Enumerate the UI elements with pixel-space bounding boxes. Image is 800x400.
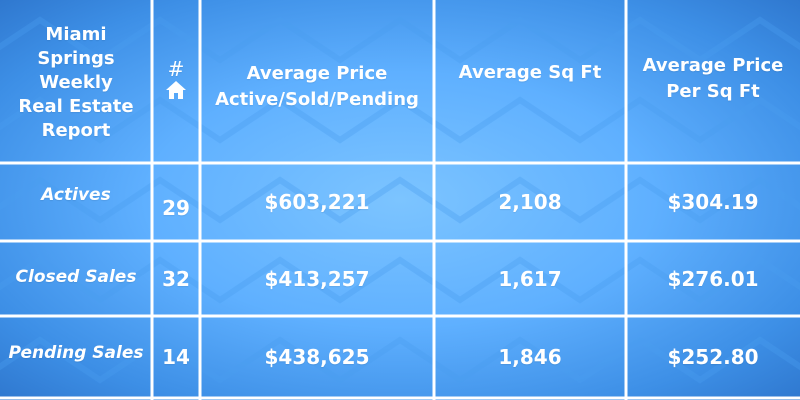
row-label-actives: Actives <box>41 185 111 205</box>
header-avg-sqft: Average Sq Ft <box>434 0 626 163</box>
header-count: # <box>152 0 200 163</box>
report-title: Miami Springs Weekly Real Estate Report <box>0 4 152 162</box>
header-line: Average Price <box>642 54 784 76</box>
row-avg-sqft: 1,846 <box>498 345 562 369</box>
title-line: Report <box>41 120 111 141</box>
row-label-pending-sales: Pending Sales <box>8 343 144 363</box>
header-avg-price: Average Price Active/Sold/Pending <box>200 0 434 163</box>
row-price-per-sqft: $252.80 <box>667 345 759 369</box>
row-price-per-sqft: $304.19 <box>667 190 759 214</box>
row-price-per-sqft: $276.01 <box>667 266 759 291</box>
count-symbol: # <box>167 56 185 81</box>
row-label-closed-sales: Closed Sales <box>15 267 137 287</box>
row-avg-sqft: 1,617 <box>498 266 562 291</box>
header-line: Active/Sold/Pending <box>215 88 419 110</box>
row-count: 32 <box>162 266 190 291</box>
title-line: Real Estate <box>18 96 134 117</box>
row-avg-sqft: 2,108 <box>498 190 562 214</box>
price-value: $603,221 <box>264 190 370 214</box>
header-line: Average Sq Ft <box>458 61 602 83</box>
header-line: Per Sq Ft <box>666 80 760 102</box>
row-count: 14 <box>162 345 190 369</box>
row-avg-price: $603,221 <box>200 163 434 241</box>
title-line: Springs <box>37 48 115 69</box>
title-line: Weekly <box>39 72 113 93</box>
row-avg-price: $438,625 <box>264 345 370 369</box>
title-line: Miami <box>45 24 107 45</box>
row-count: 29 <box>162 196 190 220</box>
house-icon <box>165 80 187 100</box>
header-price-per-sqft: Average Price Per Sq Ft <box>626 0 800 163</box>
header-line: Average Price <box>246 62 388 84</box>
row-avg-price: $413,257 <box>264 266 370 291</box>
